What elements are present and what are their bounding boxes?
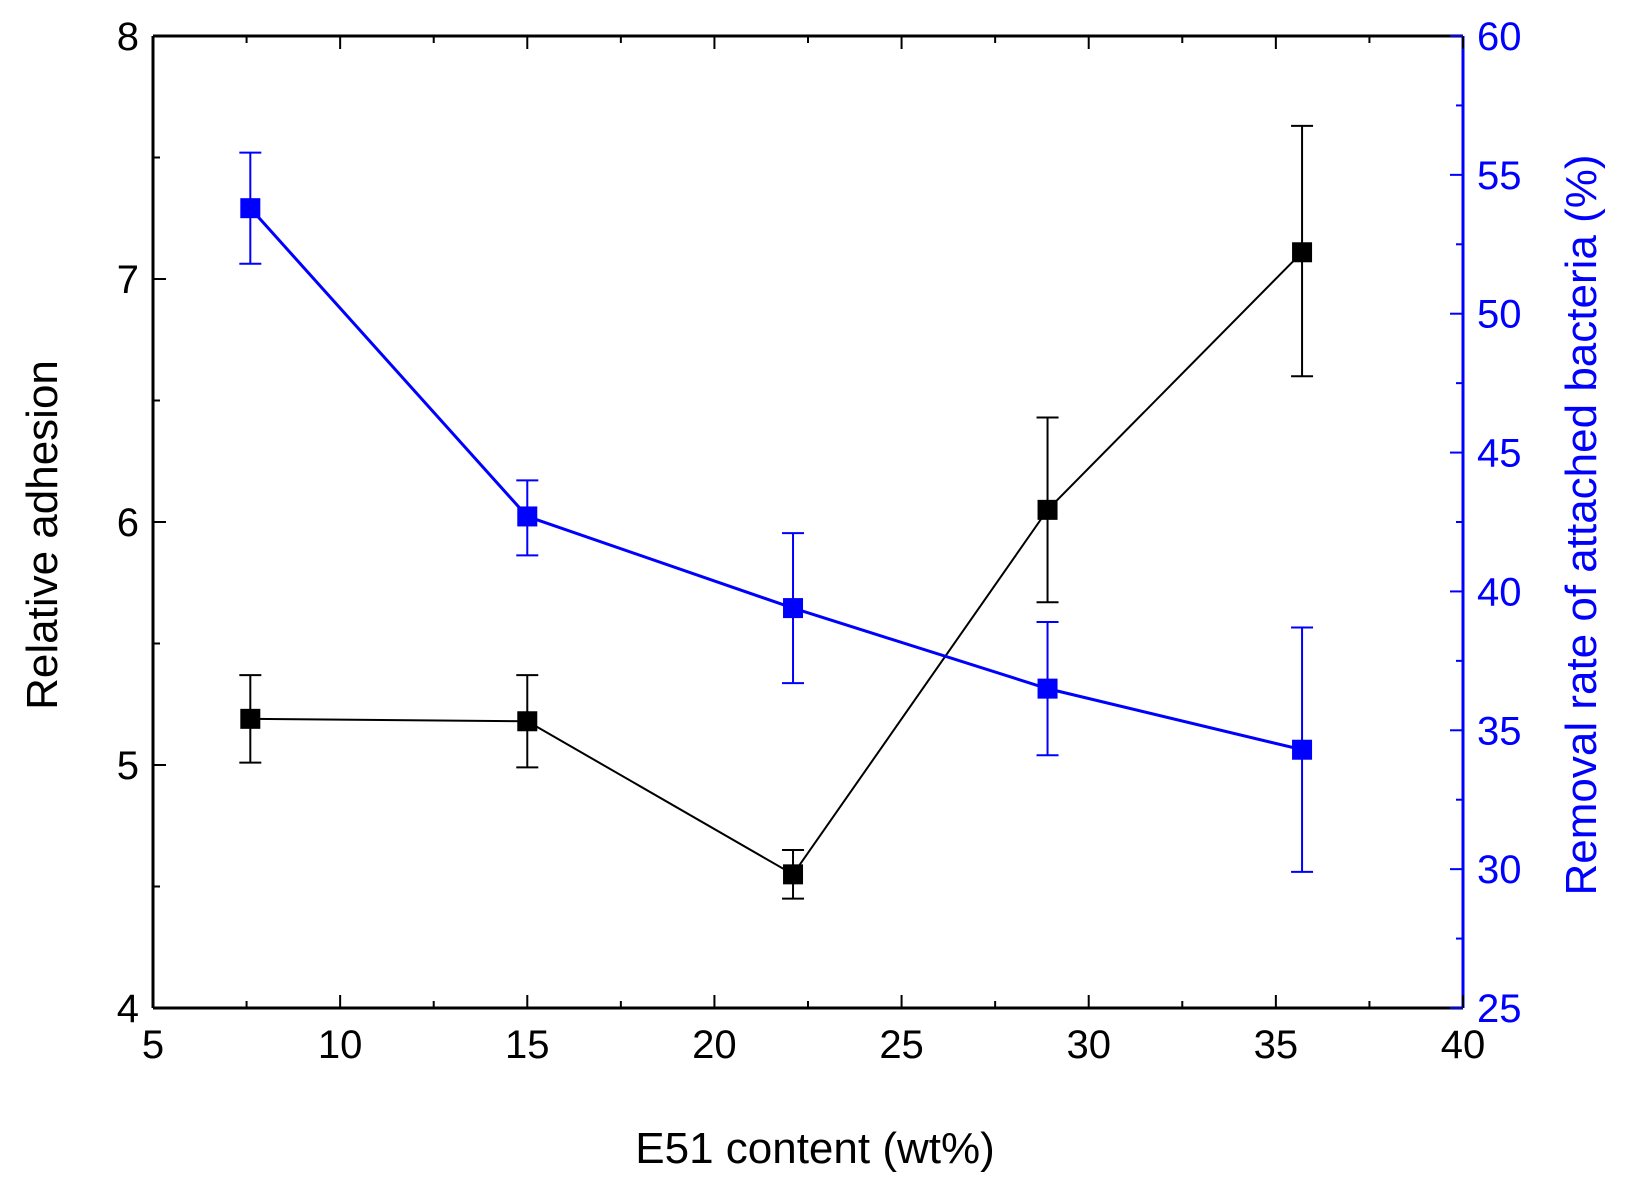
y-right-tick-label: 55 (1477, 154, 1522, 198)
y-left-tick-label: 6 (117, 501, 139, 545)
series-removal-rate (239, 151, 1314, 873)
x-tick-label: 30 (1066, 1023, 1111, 1067)
x-tick-label: 25 (879, 1023, 924, 1067)
y-right-tick-label: 35 (1477, 709, 1522, 753)
data-point (1292, 242, 1313, 263)
series-line (249, 207, 1303, 752)
x-axis-title: E51 content (wt%) (635, 1124, 995, 1173)
y-right-tick-label: 30 (1477, 848, 1522, 892)
y-left-tick-label: 5 (117, 744, 139, 788)
x-tick-label: 10 (318, 1023, 363, 1067)
data-point (517, 506, 538, 527)
series-relative-adhesion (239, 124, 1314, 900)
x-axis-ticks: 5 10 15 20 25 30 35 40 (142, 36, 1485, 1067)
y-left-axis-ticks: 4 5 6 7 8 (117, 15, 166, 1031)
y-left-tick-label: 7 (117, 258, 139, 302)
data-point (517, 711, 538, 732)
data-point (1037, 678, 1058, 699)
data-point (1292, 739, 1313, 760)
x-tick-label: 40 (1441, 1023, 1486, 1067)
y-right-axis-title: Removal rate of attached bacteria (%) (1557, 154, 1606, 895)
series-line (250, 251, 1303, 876)
data-point (240, 708, 261, 729)
plot-frame (151, 34, 1465, 1010)
y-right-tick-label: 60 (1477, 15, 1522, 59)
y-left-axis-title: Relative adhesion (18, 360, 67, 710)
data-point (1037, 499, 1058, 520)
x-tick-label: 35 (1254, 1023, 1299, 1067)
x-tick-label: 20 (692, 1023, 737, 1067)
y-left-tick-label: 4 (117, 987, 139, 1031)
y-right-tick-label: 45 (1477, 432, 1522, 476)
series-layer (239, 124, 1314, 900)
data-point (240, 198, 261, 219)
data-point (783, 864, 804, 885)
y-left-tick-label: 8 (117, 15, 139, 59)
y-right-tick-label: 50 (1477, 293, 1522, 337)
y-right-tick-label: 25 (1477, 987, 1522, 1031)
x-tick-label: 15 (505, 1023, 550, 1067)
y-right-axis-ticks: 25 30 35 40 45 50 55 60 (1450, 15, 1522, 1031)
x-tick-label: 5 (142, 1023, 164, 1067)
data-point (783, 598, 804, 619)
y-right-tick-label: 40 (1477, 570, 1522, 614)
